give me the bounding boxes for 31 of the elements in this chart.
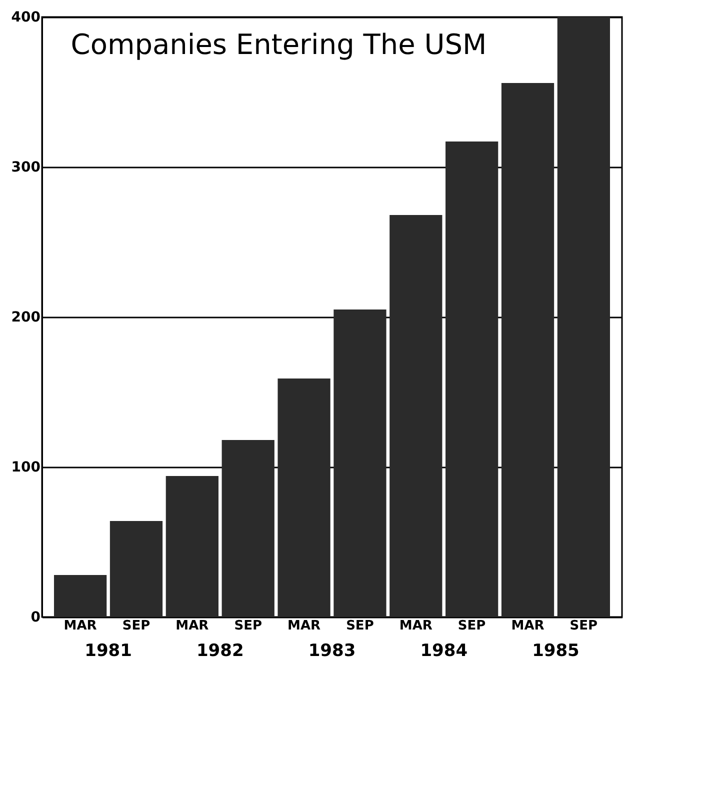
- bar: [54, 575, 107, 617]
- x-tick-label: SEP: [234, 618, 262, 634]
- y-tick-label: 0: [30, 610, 41, 626]
- text: 1981: [84, 641, 132, 661]
- bar: [390, 215, 442, 617]
- bar: [446, 142, 498, 617]
- x-tick-label: SEP: [122, 618, 150, 634]
- x-tick-label: MAR: [399, 618, 432, 634]
- x-tick-label: MAR: [288, 618, 321, 634]
- bar: [334, 310, 386, 617]
- chart-title: Companies Entering The USM: [70, 28, 487, 61]
- y-tick-label: 100: [11, 460, 41, 476]
- x-tick-label: SEP: [570, 618, 598, 634]
- bar: [501, 83, 554, 617]
- text: 1982: [196, 641, 244, 661]
- bar: [110, 521, 163, 617]
- x-tick-label: SEP: [346, 618, 374, 634]
- y-tick-label: 400: [11, 10, 41, 26]
- y-tick-label: 200: [11, 310, 41, 326]
- text: 1983: [308, 641, 356, 661]
- x-tick-label: MAR: [64, 618, 97, 634]
- text: 1984: [420, 641, 468, 661]
- bar: [557, 17, 610, 617]
- x-tick-label: MAR: [511, 618, 544, 634]
- bar: [222, 440, 274, 617]
- x-tick-label: MAR: [176, 618, 209, 634]
- bar: [278, 378, 330, 617]
- y-tick-label: 300: [11, 160, 41, 176]
- bar: [166, 476, 218, 617]
- x-tick-label: SEP: [458, 618, 486, 634]
- text: 1985: [532, 641, 580, 661]
